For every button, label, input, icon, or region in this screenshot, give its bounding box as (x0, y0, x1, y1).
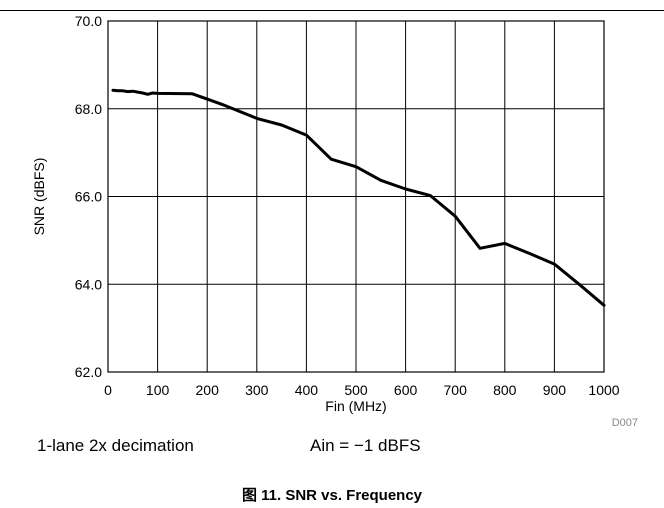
x-tick-label: 600 (394, 382, 418, 398)
x-tick-label: 300 (245, 382, 269, 398)
plot-frame (107, 20, 605, 373)
x-tick-label: 200 (196, 382, 220, 398)
x-tick-label: 500 (344, 382, 368, 398)
condition-note-amplitude: Ain = −1 dBFS (310, 436, 421, 455)
y-axis-title: SNR (dBFS) (31, 158, 47, 236)
snr-series-line (111, 88, 606, 307)
x-tick-label: 100 (146, 382, 170, 398)
x-tick-labels: 0 100 200 300 400 500 600 700 800 900 1000 (104, 382, 620, 398)
top-rule (0, 10, 664, 11)
y-tick-label: 66.0 (75, 189, 102, 205)
x-tick-label: 0 (104, 382, 112, 398)
x-tick-label: 900 (543, 382, 567, 398)
y-tick-label: 68.0 (75, 101, 102, 117)
figure-code: D007 (612, 417, 638, 429)
y-tick-label: 70.0 (75, 13, 102, 29)
x-tick-label: 400 (295, 382, 319, 398)
x-tick-label: 1000 (588, 382, 619, 398)
snr-frequency-chart: 0 100 200 300 400 500 600 700 800 900 1000 62.0 64.… (31, 13, 638, 429)
x-tick-label: 800 (493, 382, 517, 398)
y-tick-label: 62.0 (75, 364, 102, 380)
figure-caption: 图 11. SNR vs. Frequency (241, 487, 423, 504)
y-tick-labels: 62.0 64.0 66.0 68.0 70.0 (75, 13, 102, 380)
condition-note-lanes: 1-lane 2x decimation (37, 436, 194, 455)
grid (108, 21, 604, 372)
x-tick-label: 700 (444, 382, 468, 398)
y-tick-label: 64.0 (75, 276, 102, 292)
x-axis-title: Fin (MHz) (325, 398, 386, 414)
